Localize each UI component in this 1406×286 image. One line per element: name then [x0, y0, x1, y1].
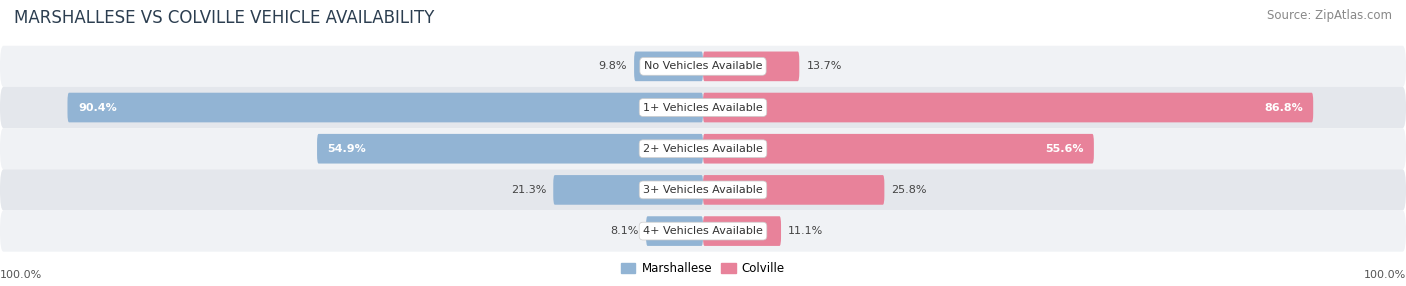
- Text: 100.0%: 100.0%: [0, 270, 42, 279]
- Text: 100.0%: 100.0%: [1364, 270, 1406, 279]
- Text: 8.1%: 8.1%: [610, 226, 640, 236]
- FancyBboxPatch shape: [703, 93, 1313, 122]
- FancyBboxPatch shape: [318, 134, 703, 164]
- Text: No Vehicles Available: No Vehicles Available: [644, 61, 762, 71]
- Text: 54.9%: 54.9%: [328, 144, 367, 154]
- Text: 13.7%: 13.7%: [807, 61, 842, 71]
- Text: Source: ZipAtlas.com: Source: ZipAtlas.com: [1267, 9, 1392, 21]
- Legend: Marshallese, Colville: Marshallese, Colville: [617, 258, 789, 280]
- FancyBboxPatch shape: [703, 51, 799, 81]
- Text: 25.8%: 25.8%: [891, 185, 927, 195]
- Text: 1+ Vehicles Available: 1+ Vehicles Available: [643, 103, 763, 112]
- Text: 3+ Vehicles Available: 3+ Vehicles Available: [643, 185, 763, 195]
- FancyBboxPatch shape: [703, 134, 1094, 164]
- FancyBboxPatch shape: [703, 216, 782, 246]
- FancyBboxPatch shape: [0, 169, 1406, 210]
- FancyBboxPatch shape: [703, 175, 884, 205]
- Text: 21.3%: 21.3%: [510, 185, 546, 195]
- FancyBboxPatch shape: [647, 216, 703, 246]
- Text: 86.8%: 86.8%: [1264, 103, 1303, 112]
- Text: 2+ Vehicles Available: 2+ Vehicles Available: [643, 144, 763, 154]
- Text: 90.4%: 90.4%: [77, 103, 117, 112]
- Text: 4+ Vehicles Available: 4+ Vehicles Available: [643, 226, 763, 236]
- FancyBboxPatch shape: [0, 46, 1406, 87]
- FancyBboxPatch shape: [0, 128, 1406, 169]
- Text: 55.6%: 55.6%: [1045, 144, 1084, 154]
- FancyBboxPatch shape: [67, 93, 703, 122]
- FancyBboxPatch shape: [0, 210, 1406, 252]
- FancyBboxPatch shape: [634, 51, 703, 81]
- FancyBboxPatch shape: [0, 87, 1406, 128]
- FancyBboxPatch shape: [554, 175, 703, 205]
- Text: 9.8%: 9.8%: [599, 61, 627, 71]
- Text: 11.1%: 11.1%: [787, 226, 824, 236]
- Text: MARSHALLESE VS COLVILLE VEHICLE AVAILABILITY: MARSHALLESE VS COLVILLE VEHICLE AVAILABI…: [14, 9, 434, 27]
